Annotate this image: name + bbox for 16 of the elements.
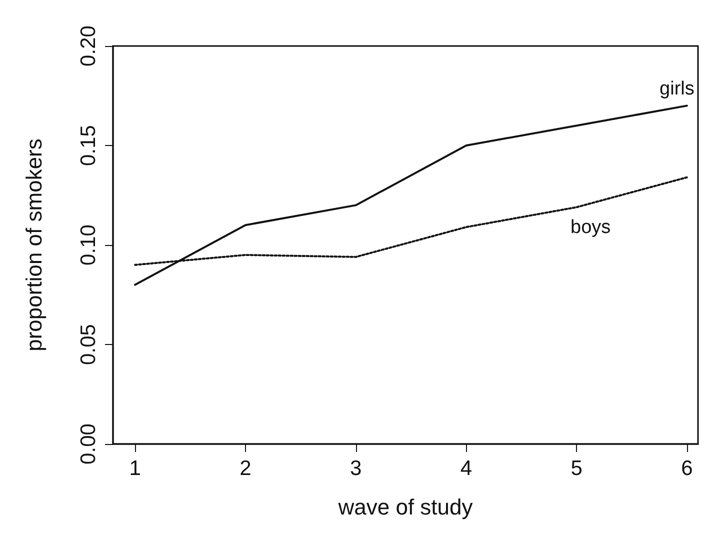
series-label: girls <box>660 78 694 100</box>
y-tick-label: 0.10 <box>77 224 100 266</box>
y-axis-title: proportion of smokers <box>22 138 46 352</box>
x-tick-label: 4 <box>460 457 472 480</box>
y-tick-label: 0.15 <box>77 125 100 166</box>
y-tick-label: 0.20 <box>77 26 100 66</box>
x-tick-label: 1 <box>129 457 141 480</box>
y-tick-label: 0.05 <box>77 324 100 365</box>
x-axis-title: wave of study <box>337 494 473 520</box>
series-label: boys <box>570 217 611 238</box>
x-tick-label: 5 <box>570 457 582 480</box>
x-tick-label: 2 <box>240 457 252 480</box>
line-series <box>134 104 688 286</box>
x-tick-label: 6 <box>681 457 693 480</box>
y-tick-label: 0.00 <box>77 424 100 464</box>
x-tick-label: 3 <box>350 457 362 480</box>
